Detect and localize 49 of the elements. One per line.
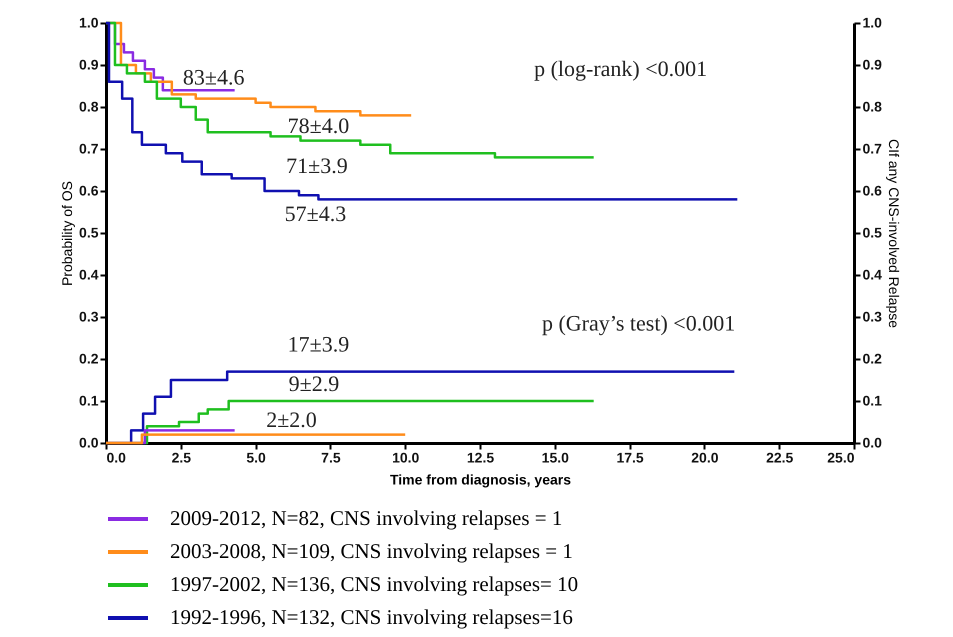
legend-label: 2003-2008, N=109, CNS involving relapses = 1 — [170, 539, 573, 563]
y-tick-label: 0.4 — [79, 266, 99, 282]
y2-tick-label: 0.2 — [862, 350, 882, 366]
annotation: p (Gray’s test) <0.001 — [542, 310, 736, 336]
y-tick-label: 0.5 — [79, 224, 99, 240]
y2-tick-label: 1.0 — [862, 14, 882, 30]
annotation: 9±2.9 — [288, 371, 340, 396]
y2-tick-label: 0.0 — [862, 434, 882, 450]
legend-label: 1997-2002, N=136, CNS involving relapses= 10 — [170, 572, 578, 596]
x-tick-label: 20.0 — [691, 450, 719, 466]
x-tick-label: 25.0 — [827, 450, 855, 466]
y2-tick-label: 0.3 — [862, 308, 882, 324]
annotation: 17±3.9 — [288, 331, 350, 356]
y-axis-title: Probability of OS — [59, 180, 76, 286]
y2-tick-label: 0.7 — [862, 140, 882, 156]
annotation: p (log-rank) <0.001 — [534, 56, 708, 82]
y-tick-label: 0.7 — [79, 140, 99, 156]
x-tick-label: 7.5 — [321, 450, 341, 466]
annotation: 83±4.6 — [182, 64, 244, 90]
x-tick-label: 2.5 — [172, 450, 192, 466]
y-tick-label: 0.0 — [79, 434, 99, 450]
y2-tick-label: 0.4 — [862, 266, 882, 282]
legend-label: 2009-2012, N=82, CNS involving relapses = 1 — [170, 506, 562, 530]
x-tick-label: 15.0 — [542, 450, 570, 466]
y-tick-label: 1.0 — [79, 14, 99, 30]
annotation: 71±3.9 — [286, 152, 348, 178]
annotation: 57±4.3 — [284, 201, 346, 226]
y2-tick-label: 0.9 — [862, 56, 882, 72]
x-tick-label: 10.0 — [392, 450, 420, 466]
x-axis-title: Time from diagnosis, years — [390, 472, 572, 488]
y2-tick-label: 0.5 — [862, 224, 882, 240]
y2-tick-label: 0.8 — [862, 98, 882, 114]
y2-tick-label: 0.1 — [862, 392, 882, 408]
y-tick-label: 0.2 — [79, 350, 99, 366]
legend-label: 1992-1996, N=132, CNS involving relapses=16 — [170, 605, 573, 629]
y-tick-label: 0.8 — [79, 98, 99, 114]
annotation: 2±2.0 — [266, 406, 317, 432]
x-tick-label: 0.0 — [106, 450, 126, 466]
y-tick-label: 0.6 — [79, 182, 99, 198]
annotation: 78±4.0 — [288, 112, 350, 138]
y-tick-label: 0.9 — [79, 56, 99, 72]
y-tick-label: 0.1 — [79, 392, 99, 408]
x-tick-label: 17.5 — [616, 450, 644, 466]
y2-tick-label: 0.6 — [862, 182, 882, 198]
x-tick-label: 12.5 — [466, 450, 494, 466]
y2-axis-title: CIf any CNS-involved Relapse — [886, 138, 902, 328]
x-tick-label: 5.0 — [246, 450, 266, 466]
x-tick-label: 22.5 — [766, 450, 794, 466]
y-tick-label: 0.3 — [79, 308, 99, 324]
